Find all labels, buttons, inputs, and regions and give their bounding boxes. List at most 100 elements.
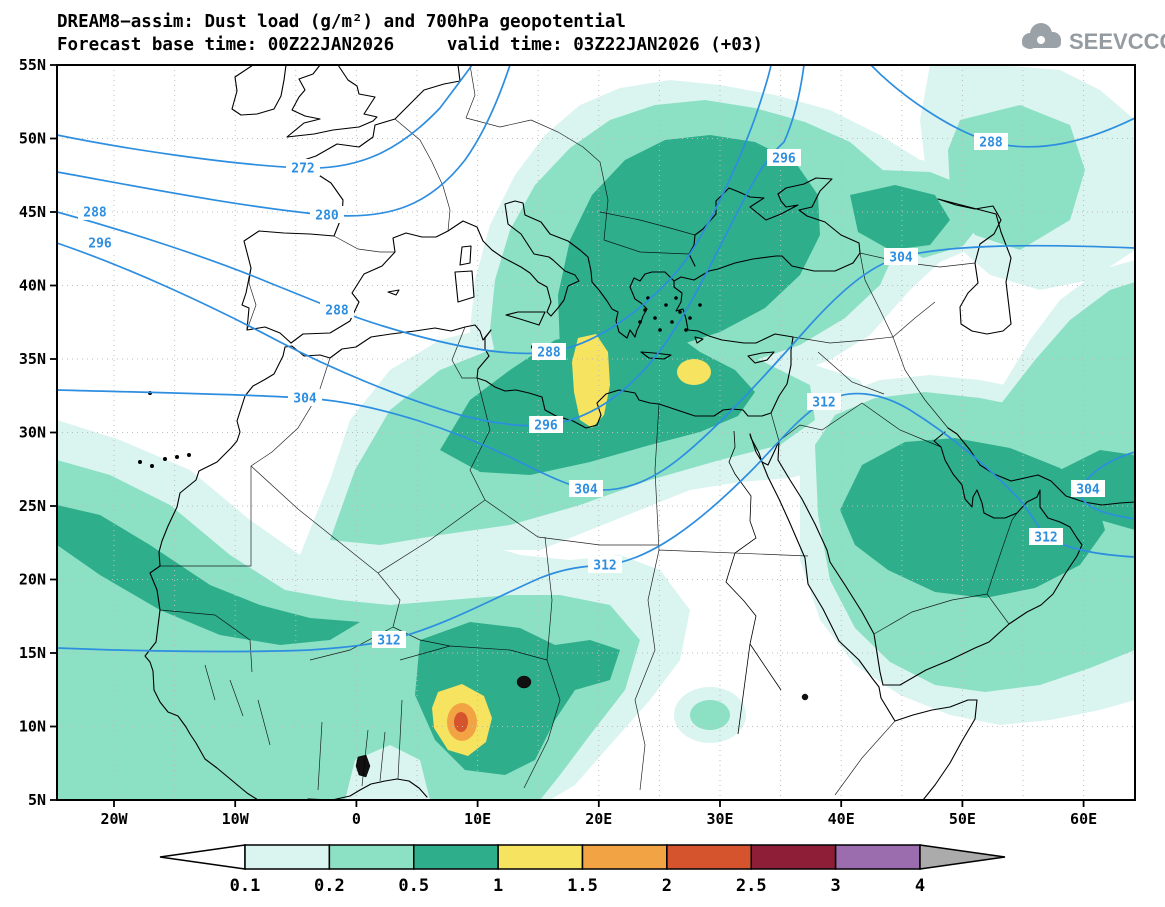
contour-label: 304 [574,483,598,498]
lat-tick-label: 55N [19,56,46,74]
contour-label-bg [529,416,563,433]
contour-label-bg [532,343,566,360]
contour-label-bg [974,133,1008,150]
legend-tick-label: 0.2 [314,876,345,896]
dust-region [57,505,360,645]
island-sicily [505,311,546,326]
legend-interval-box [581,844,668,870]
border-layer [159,65,1018,796]
dust-region [840,438,1105,598]
lat-tick-label: 35N [19,350,46,368]
lon-tick-label: 40E [828,810,855,828]
coastline-europe-atlantic [241,65,461,344]
contour-label-bg [884,248,918,265]
coastline-west-africa [144,346,286,800]
legend-interval-box [497,844,584,870]
contour-label: 288 [83,206,107,221]
contour-label-bg [83,234,117,251]
contour-label: 304 [1076,483,1100,498]
contour-label: 288 [537,346,561,361]
contour-label-bg [320,301,354,318]
lake-tana [801,693,809,701]
dust-fill-layer [57,65,1135,800]
legend-interval-box [328,844,415,870]
geopotential-contour-288 [57,65,772,355]
contour-label: 272 [291,162,314,177]
legend-tick-label: 0.5 [398,876,429,896]
lon-tick-label: 10E [464,810,491,828]
dust-region [677,359,711,385]
geopotential-contour-272 [57,65,473,169]
island-crete [640,351,672,360]
contour-label: 312 [593,559,616,574]
contour-label-bg [807,393,841,410]
coastline-layer [138,65,1135,800]
chart-title: DREAM8−assim: Dust load (g/m²) and 700hP… [57,12,626,32]
coastline-caspian [937,198,1012,335]
lat-tick-label: 50N [19,130,46,148]
contour-label: 296 [88,237,112,252]
lake-volta [355,754,371,778]
coastline-red-sea-west [749,433,978,800]
legend-tick-label: 2 [662,876,672,896]
lat-tick-label: 15N [19,644,46,662]
dust-region [690,700,730,730]
lat-tick-label: 40N [19,277,46,295]
contour-label: 296 [772,152,796,167]
contour-label: 312 [1034,531,1057,546]
coastline-mediterranean-north [290,177,861,344]
legend-below-min-arrow [159,844,246,870]
dust-region [572,334,610,428]
dust-region [558,135,820,356]
legend-tick-label: 2.5 [736,876,767,896]
lon-tick-label: 20E [585,810,612,828]
lat-tick-label: 5N [28,791,46,809]
contour-label-bg [310,206,344,223]
lat-tick-label: 30N [19,424,46,442]
dust-region [1000,282,1135,468]
coastline-arabia [777,431,1083,686]
island-mallorca [387,289,400,296]
contour-label-bg [372,631,406,648]
contour-label: 304 [293,392,317,407]
legend-tick-label: 1.5 [567,876,598,896]
contour-label: 296 [534,419,558,434]
lon-tick-label: 20W [100,810,128,828]
island-rhodes [694,336,704,344]
lon-tick-label: 30E [706,810,733,828]
legend-tick-label: 1 [493,876,503,896]
river-layer [725,430,782,735]
legend-above-max-arrow [919,844,1006,870]
contour-label: 312 [377,634,400,649]
logo-text: SEEVCCC [1069,29,1165,54]
contour-label-bg [588,556,622,573]
lon-tick-label: 50E [949,810,976,828]
legend-interval-box [413,844,499,870]
axis-layer: 55N 50N 45N 40N 35N 30N 25N 20N 15N 10N 5N 20W 10W 0 1… [19,56,1097,828]
coastline-sinai [749,433,780,466]
contour-label-layer: 272 280 288 288 288 288 296 296 296 304 304 304 304 3… [78,133,1105,649]
contour-label-bg [1029,528,1063,545]
contour-label: 288 [325,304,349,319]
island-britain [286,65,378,138]
legend-interval-box [666,844,752,870]
coastline-iran-gulf [947,427,1135,506]
lake-chad [516,675,532,689]
contour-label: 280 [315,209,339,224]
legend-tick-label: 0.1 [230,876,261,896]
island-cyprus [747,351,775,364]
seevccc-logo: SEEVCCC [1022,23,1165,54]
contour-label-bg [1071,480,1105,497]
contour-label: 288 [979,136,1003,151]
legend-tick-label: 4 [915,876,925,896]
contour-label-bg [78,203,112,220]
geopotential-contour-296 [57,65,805,427]
lat-tick-label: 45N [19,203,46,221]
lat-tick-label: 10N [19,718,46,736]
island-sardinia [454,270,475,303]
legend-tick-label: 3 [831,876,841,896]
cloud-icon [1022,23,1061,49]
lat-tick-label: 20N [19,571,46,589]
geopotential-contour-312 [57,392,1135,653]
